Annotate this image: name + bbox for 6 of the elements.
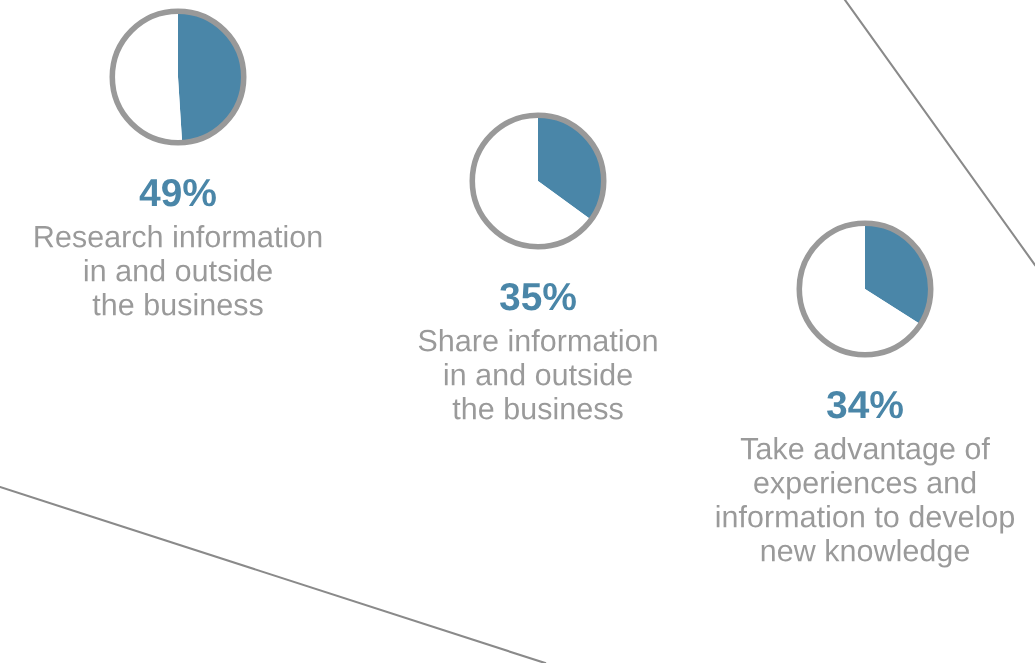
- text: 34%: [826, 390, 903, 419]
- text: Research information in and outside the business: [35, 225, 322, 316]
- text: 49%: [139, 178, 216, 207]
- text: Take advantage of experiences and information to develop new knowledge: [716, 437, 1015, 568]
- text: 35%: [499, 282, 576, 311]
- text: Share information in and outside the business: [418, 329, 657, 420]
